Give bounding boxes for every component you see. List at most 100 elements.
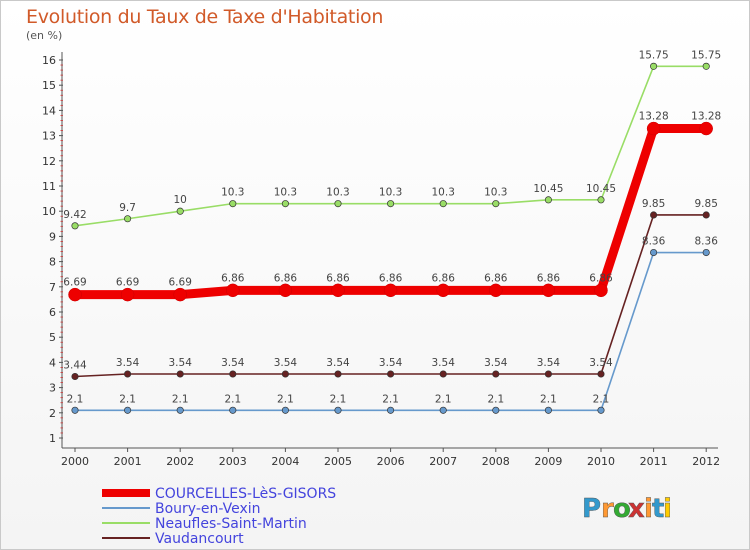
data-point (334, 200, 342, 208)
data-point (176, 370, 184, 378)
y-tick-label: 6 (49, 306, 56, 319)
data-label: 10 (174, 194, 187, 206)
data-label: 6.86 (484, 272, 508, 284)
logo-letter: P (582, 494, 601, 524)
data-point (492, 406, 500, 414)
logo-letter: x (628, 494, 645, 524)
y-tick-label: 15 (42, 79, 56, 92)
data-point (387, 370, 395, 378)
x-tick-label: 2007 (429, 455, 457, 468)
chart-title: Evolution du Taux de Taxe d'Habitation (26, 6, 384, 28)
data-label: 10.3 (221, 187, 244, 199)
data-point (541, 283, 556, 298)
data-label: 3.54 (116, 357, 140, 369)
data-label: 13.28 (691, 111, 721, 123)
data-point (124, 370, 132, 378)
logo-letter: o (613, 494, 631, 524)
data-label: 6.69 (169, 277, 192, 289)
data-label: 2.1 (593, 393, 610, 405)
data-point (71, 372, 79, 381)
data-label: 6.86 (589, 272, 613, 284)
data-point (281, 406, 289, 414)
y-tick-label: 14 (42, 104, 56, 117)
data-point (176, 207, 184, 215)
data-label: 3.54 (432, 357, 456, 369)
legend-label-2: Neaufles-Saint-Martin (155, 516, 307, 532)
data-point (702, 211, 710, 219)
x-tick-label: 2009 (534, 455, 562, 468)
data-label: 2.1 (119, 393, 136, 405)
y-tick-label: 9 (49, 230, 56, 243)
logo-letter: i (644, 494, 653, 524)
data-label: 2.1 (540, 393, 557, 405)
data-point (436, 283, 450, 298)
data-label: 2.1 (224, 393, 241, 405)
data-label: 3.54 (484, 357, 508, 369)
data-point (71, 222, 79, 230)
data-label: 3.54 (326, 357, 350, 369)
data-point (124, 215, 132, 223)
data-label: 6.69 (116, 277, 139, 289)
y-tick-label: 3 (49, 382, 56, 395)
data-point (229, 406, 237, 414)
data-point (489, 283, 503, 298)
data-point (278, 283, 293, 298)
data-point (544, 370, 552, 378)
y-tick-label: 13 (42, 130, 56, 143)
data-point (597, 370, 605, 378)
data-point (702, 248, 710, 257)
series-lines (68, 62, 713, 414)
data-label: 8.36 (642, 236, 666, 248)
data-point (492, 200, 500, 208)
data-label: 10.3 (379, 187, 402, 199)
data-point (71, 406, 79, 414)
y-tick-label: 5 (49, 331, 56, 344)
data-point (229, 370, 237, 378)
data-label: 15.75 (639, 49, 669, 61)
legend-label-0: COURCELLES-LèS-GISORS (155, 486, 336, 502)
data-label: 9.42 (63, 209, 86, 221)
data-point (176, 406, 184, 414)
data-point (331, 283, 345, 298)
y-tick-label: 2 (49, 407, 56, 420)
logo-letter: i (663, 494, 672, 524)
data-label: 9.85 (642, 198, 665, 210)
legend: COURCELLES-LèS-GISORSBoury-en-VexinNeauf… (102, 486, 336, 547)
data-point (594, 283, 608, 298)
data-label: 6.86 (221, 272, 245, 284)
data-label: 10.3 (274, 187, 297, 199)
data-point (650, 62, 658, 70)
data-point (387, 200, 395, 208)
y-tick-label: 10 (42, 205, 56, 218)
series-line-0 (70, 124, 711, 300)
data-point (650, 211, 658, 219)
x-tick-label: 2001 (114, 455, 142, 468)
data-point (334, 370, 342, 378)
x-tick-label: 2003 (219, 455, 247, 468)
data-point (281, 200, 289, 208)
y-tick-label: 8 (49, 256, 56, 269)
x-tick-label: 2010 (587, 455, 615, 468)
data-point (597, 196, 605, 204)
x-tick-label: 2005 (324, 455, 352, 468)
data-point (650, 248, 658, 257)
data-label: 10.45 (586, 183, 616, 195)
data-point (229, 200, 237, 208)
data-label: 9.7 (119, 202, 136, 214)
data-label: 2.1 (435, 393, 452, 405)
data-label: 6.86 (537, 272, 561, 284)
legend-label-1: Boury-en-Vexin (155, 501, 261, 517)
data-label: 6.69 (63, 277, 86, 289)
data-point (387, 406, 395, 414)
data-point (124, 406, 132, 414)
data-label: 13.28 (639, 111, 669, 123)
data-label: 3.54 (537, 357, 561, 369)
data-labels: 6.69 6.69 6.69 6.86 6.86 6.86 6.86 6.86 6.86 6.86… (63, 49, 721, 405)
data-label: 3.54 (169, 357, 193, 369)
data-point (120, 287, 135, 302)
x-tick-label: 2012 (692, 455, 720, 468)
data-point (439, 370, 447, 378)
